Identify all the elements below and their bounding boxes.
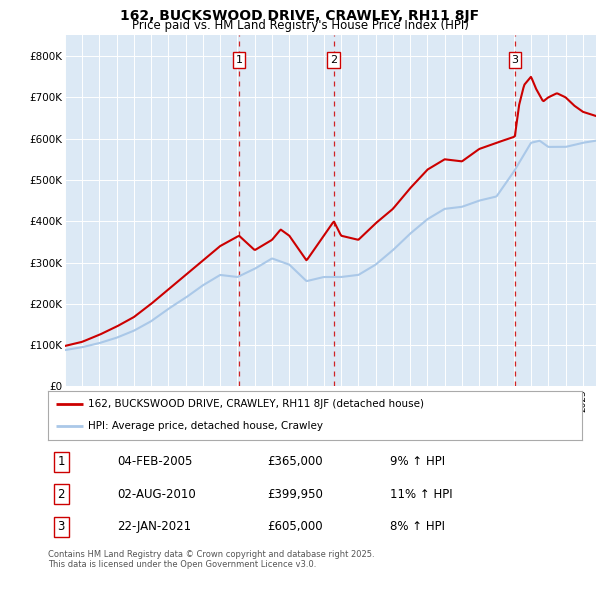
- Text: 3: 3: [511, 55, 518, 65]
- Text: 3: 3: [58, 520, 65, 533]
- Text: 2: 2: [330, 55, 337, 65]
- Text: 1: 1: [58, 455, 65, 468]
- Text: £365,000: £365,000: [267, 455, 323, 468]
- Text: 1: 1: [236, 55, 242, 65]
- Text: Contains HM Land Registry data © Crown copyright and database right 2025.
This d: Contains HM Land Registry data © Crown c…: [48, 550, 374, 569]
- Text: 162, BUCKSWOOD DRIVE, CRAWLEY, RH11 8JF: 162, BUCKSWOOD DRIVE, CRAWLEY, RH11 8JF: [121, 9, 479, 23]
- Text: 2: 2: [58, 488, 65, 501]
- Text: Price paid vs. HM Land Registry's House Price Index (HPI): Price paid vs. HM Land Registry's House …: [131, 19, 469, 32]
- Text: 11% ↑ HPI: 11% ↑ HPI: [390, 488, 452, 501]
- Text: 8% ↑ HPI: 8% ↑ HPI: [390, 520, 445, 533]
- Text: £605,000: £605,000: [267, 520, 323, 533]
- Text: 22-JAN-2021: 22-JAN-2021: [118, 520, 191, 533]
- Text: HPI: Average price, detached house, Crawley: HPI: Average price, detached house, Craw…: [88, 421, 323, 431]
- Text: £399,950: £399,950: [267, 488, 323, 501]
- Text: 9% ↑ HPI: 9% ↑ HPI: [390, 455, 445, 468]
- Text: 162, BUCKSWOOD DRIVE, CRAWLEY, RH11 8JF (detached house): 162, BUCKSWOOD DRIVE, CRAWLEY, RH11 8JF …: [88, 399, 424, 409]
- Text: 02-AUG-2010: 02-AUG-2010: [118, 488, 196, 501]
- Text: 04-FEB-2005: 04-FEB-2005: [118, 455, 193, 468]
